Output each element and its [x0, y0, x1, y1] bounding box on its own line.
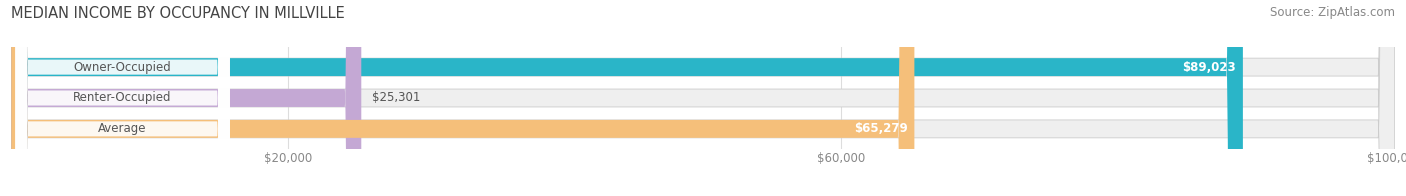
FancyBboxPatch shape	[11, 0, 361, 196]
Text: Owner-Occupied: Owner-Occupied	[73, 61, 172, 74]
FancyBboxPatch shape	[15, 0, 229, 196]
FancyBboxPatch shape	[15, 0, 229, 196]
FancyBboxPatch shape	[11, 0, 914, 196]
Text: Source: ZipAtlas.com: Source: ZipAtlas.com	[1270, 6, 1395, 19]
FancyBboxPatch shape	[11, 0, 1243, 196]
Text: $65,279: $65,279	[853, 122, 907, 135]
Text: Average: Average	[98, 122, 146, 135]
Text: MEDIAN INCOME BY OCCUPANCY IN MILLVILLE: MEDIAN INCOME BY OCCUPANCY IN MILLVILLE	[11, 6, 344, 21]
FancyBboxPatch shape	[11, 0, 1395, 196]
Text: $89,023: $89,023	[1182, 61, 1236, 74]
FancyBboxPatch shape	[11, 0, 1395, 196]
FancyBboxPatch shape	[11, 0, 1395, 196]
FancyBboxPatch shape	[15, 0, 229, 196]
Text: $25,301: $25,301	[373, 92, 420, 104]
Text: Renter-Occupied: Renter-Occupied	[73, 92, 172, 104]
